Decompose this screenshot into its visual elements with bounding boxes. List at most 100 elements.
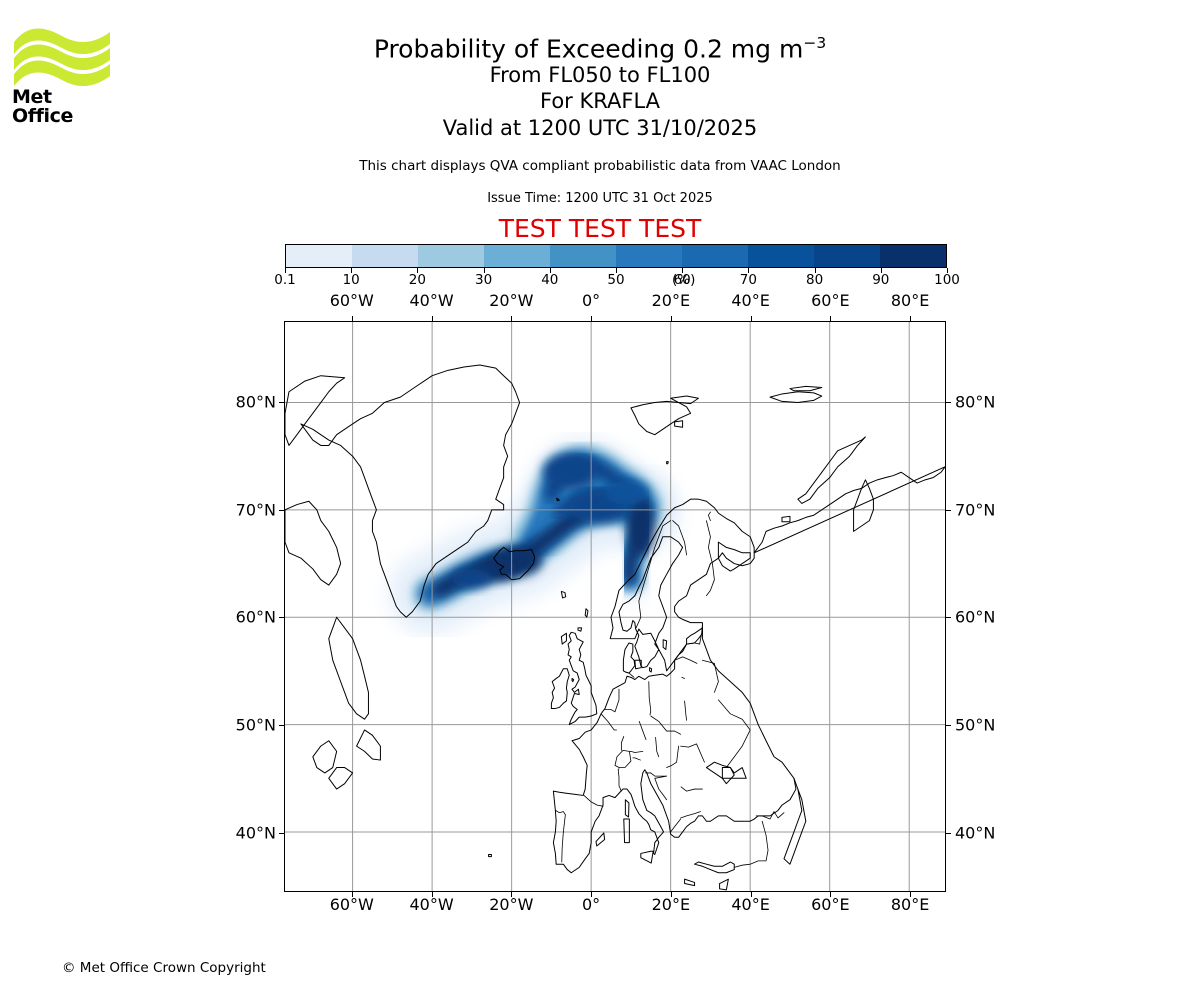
- met-office-waves-icon: [14, 28, 110, 86]
- colorbar-tick-7: [748, 268, 750, 273]
- lat-label-right-1: 70°N: [955, 500, 996, 520]
- coastline-iceland: [493, 546, 536, 581]
- coastline-kolguyev: [781, 515, 791, 523]
- lat-tick-left-3: [279, 725, 284, 726]
- coastline-maritimes: [312, 740, 338, 774]
- coastline-novascotia: [328, 767, 354, 790]
- lat-label-right-0: 80°N: [955, 392, 996, 412]
- colorbar-tick-3: [483, 268, 485, 273]
- colorbar-tick-6: [682, 268, 684, 273]
- lat-label-right-4: 40°N: [955, 823, 996, 843]
- coastline-bornholm: [649, 667, 653, 673]
- coastline-b-pt-es: [555, 810, 566, 863]
- map-canvas[interactable]: [285, 322, 945, 891]
- colorbar-tick-label-1: 10: [342, 272, 360, 288]
- colorbar-tick-label-3: 30: [475, 272, 493, 288]
- coastline-b-no-ru: [708, 511, 711, 522]
- coastline-blacksea-n: [705, 761, 747, 779]
- lon-tick-top-7: [910, 316, 912, 321]
- coastline-b-ch: [614, 749, 632, 768]
- lat-label-left-0: 80°N: [235, 392, 276, 412]
- lon-label-bottom-3: 0°: [581, 895, 601, 914]
- coastline-svalbard-edge: [674, 420, 684, 428]
- lat-tick-right-1: [946, 509, 951, 511]
- coastline-b-at-it: [632, 757, 641, 761]
- coastline-svalbard: [630, 400, 692, 436]
- coastline-svalbard-ne: [670, 395, 699, 405]
- coastline-b-balt1: [674, 656, 698, 664]
- lon-tick-top-3: [591, 316, 593, 321]
- lon-tick-bottom-3: [591, 892, 593, 897]
- coastline-b-ge-am-az: [755, 811, 785, 820]
- coastline-crimea: [721, 767, 735, 785]
- lon-label-bottom-6: 60°E: [811, 895, 850, 914]
- lat-label-left-3: 50°N: [235, 715, 276, 735]
- probability-colorbar: 0.1 10 20 30 40 50 60 70 80 90 100: [274, 244, 960, 288]
- qva-note: This chart displays QVA compliant probab…: [359, 158, 841, 174]
- lon-label-top-4: 20°E: [651, 291, 691, 310]
- colorbar-tick-4: [549, 268, 551, 273]
- coastline-b-by-ru: [702, 659, 719, 693]
- lat-tick-right-0: [946, 401, 951, 403]
- coastline-b-no-se: [635, 520, 672, 629]
- lon-tick-bottom-6: [830, 892, 832, 897]
- lon-tick-top-5: [750, 316, 752, 321]
- page-title-text: Probability of Exceeding 0.2 mg m: [373, 34, 804, 64]
- colorbar-tick-1: [351, 268, 353, 273]
- coastline-shetland: [584, 608, 589, 618]
- coastline-sicily: [640, 850, 654, 864]
- colorbar-tick-2: [417, 268, 419, 273]
- test-banner: TEST TEST TEST: [498, 214, 702, 243]
- lon-label-top-3: 0°: [581, 291, 601, 310]
- lon-label-bottom-5: 40°E: [731, 895, 770, 914]
- colorbar-tick-label-2: 20: [408, 272, 426, 288]
- colorbar-tick-5: [616, 268, 617, 273]
- lon-label-top-5: 40°E: [731, 291, 770, 310]
- lon-tick-bottom-5: [750, 892, 752, 897]
- colorbar-tick-0: [285, 268, 286, 273]
- colorbar-tick-label-7: 70: [739, 272, 757, 288]
- coastline-ellesmere: [285, 375, 346, 446]
- lon-tick-bottom-4: [670, 892, 672, 897]
- coastline-b-gr-al-mk: [670, 818, 682, 833]
- coastline-zealand: [634, 659, 642, 670]
- coastline-b-it-si-hr: [645, 772, 668, 777]
- coastline-yamal: [853, 479, 874, 532]
- coastline-b-fi-ru: [706, 520, 715, 597]
- colorbar-segment-1: [352, 245, 418, 267]
- colorbar-tick-10: [947, 268, 948, 273]
- colorbar-segment-7: [748, 245, 814, 267]
- flight-level-subtitle: From FL050 to FL100: [489, 63, 711, 87]
- coastline-b-nl-de: [614, 688, 620, 713]
- coastline-b-de-dk: [624, 671, 635, 678]
- lon-tick-bottom-7: [910, 892, 912, 897]
- lon-label-top-1: 40°W: [409, 291, 454, 310]
- coastline-caspian: [783, 777, 807, 865]
- colorbar-tick-label-10: 100: [934, 272, 960, 288]
- coastline-britain: [567, 631, 598, 726]
- coastline-faroe: [560, 590, 567, 599]
- coastline-russia-north: [753, 466, 945, 554]
- colorbar-ticks: [285, 268, 948, 276]
- lon-tick-top-6: [830, 316, 832, 321]
- map-plot-area[interactable]: [284, 321, 946, 892]
- issue-time: Issue Time: 1200 UTC 31 Oct 2025: [487, 191, 713, 206]
- coastline-b-fi-se: [672, 520, 687, 556]
- lon-tick-top-2: [511, 316, 513, 321]
- colorbar-tick-label-4: 40: [541, 272, 559, 288]
- lon-tick-bottom-2: [511, 892, 513, 897]
- coastline-b-ro-ua: [680, 743, 705, 763]
- page-title: Probability of Exceeding 0.2 mg m−3: [0, 28, 1200, 64]
- colorbar-segment-4: [550, 245, 616, 267]
- met-office-wordmark: Met Office: [12, 86, 73, 127]
- coastline-b-de-cz: [638, 720, 647, 741]
- coastline-b-de-at: [628, 750, 644, 753]
- colorbar-segment-0: [286, 245, 352, 267]
- coastline-scandinavia: [609, 498, 755, 672]
- lon-label-bottom-1: 40°W: [409, 895, 454, 914]
- colorbar-tick-label-9: 90: [872, 272, 890, 288]
- map-gridlines: [285, 322, 945, 891]
- ash-plume-field: [388, 437, 679, 636]
- coastline-b-bg-gr-tr: [680, 811, 701, 819]
- colorbar-tick-9: [880, 268, 882, 273]
